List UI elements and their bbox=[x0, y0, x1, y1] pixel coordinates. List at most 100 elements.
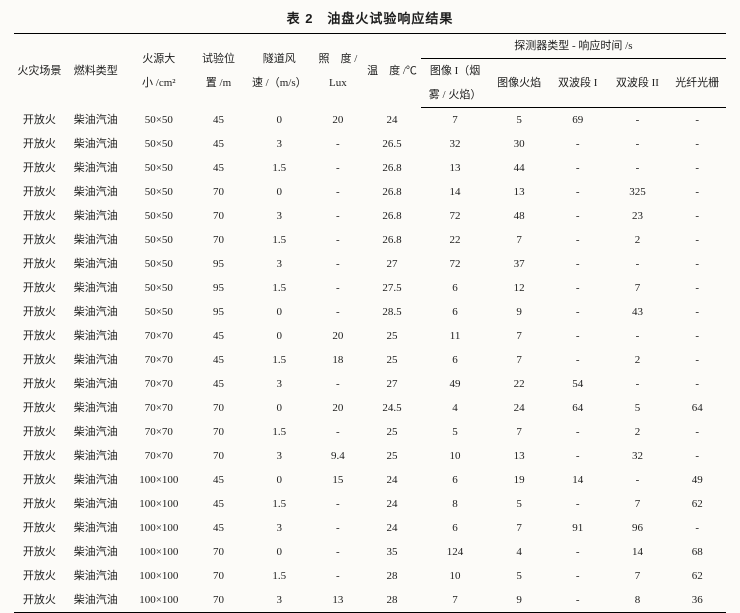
cell-scene: 开放火 bbox=[14, 468, 65, 492]
cell-size: 100×100 bbox=[127, 516, 191, 540]
cell-size: 50×50 bbox=[127, 132, 191, 156]
cell-d2: 4 bbox=[489, 540, 549, 564]
cell-d3: 54 bbox=[549, 372, 606, 396]
cell-fuel: 柴油汽油 bbox=[65, 444, 127, 468]
cell-scene: 开放火 bbox=[14, 132, 65, 156]
cell-d3: - bbox=[549, 564, 606, 588]
cell-d1: 6 bbox=[421, 468, 490, 492]
cell-d2: 9 bbox=[489, 588, 549, 613]
th-d3: 双波段 I bbox=[549, 59, 606, 108]
cell-d4: 2 bbox=[606, 228, 668, 252]
cell-d4: 96 bbox=[606, 516, 668, 540]
cell-size: 50×50 bbox=[127, 156, 191, 180]
cell-d5: - bbox=[668, 372, 726, 396]
cell-wind: 3 bbox=[246, 588, 312, 613]
cell-size: 70×70 bbox=[127, 324, 191, 348]
th-d1-l2: 雾 / 火焰） bbox=[429, 89, 482, 101]
cell-scene: 开放火 bbox=[14, 396, 65, 420]
table-row: 开放火柴油汽油70×70701.5-2557-2- bbox=[14, 420, 726, 444]
cell-d4: 14 bbox=[606, 540, 668, 564]
cell-temp: 27 bbox=[363, 252, 420, 276]
th-d1: 图像 I（烟 雾 / 火焰） bbox=[421, 59, 490, 108]
cell-size: 50×50 bbox=[127, 252, 191, 276]
cell-lux: - bbox=[312, 300, 363, 324]
cell-lux: - bbox=[312, 540, 363, 564]
cell-d3: - bbox=[549, 132, 606, 156]
cell-wind: 1.5 bbox=[246, 156, 312, 180]
cell-scene: 开放火 bbox=[14, 372, 65, 396]
cell-d1: 7 bbox=[421, 108, 490, 133]
cell-d1: 7 bbox=[421, 588, 490, 613]
th-detector-group: 探测器类型 - 响应时间 /s bbox=[421, 34, 726, 59]
cell-size: 50×50 bbox=[127, 300, 191, 324]
cell-temp: 25 bbox=[363, 420, 420, 444]
cell-pos: 70 bbox=[191, 540, 246, 564]
cell-d4: 7 bbox=[606, 276, 668, 300]
cell-wind: 0 bbox=[246, 300, 312, 324]
table-row: 开放火柴油汽油100×100703132879-836 bbox=[14, 588, 726, 613]
cell-d2: 22 bbox=[489, 372, 549, 396]
cell-d2: 30 bbox=[489, 132, 549, 156]
cell-temp: 24 bbox=[363, 468, 420, 492]
cell-pos: 45 bbox=[191, 492, 246, 516]
cell-d1: 6 bbox=[421, 348, 490, 372]
cell-temp: 35 bbox=[363, 540, 420, 564]
cell-d5: 49 bbox=[668, 468, 726, 492]
cell-size: 70×70 bbox=[127, 420, 191, 444]
cell-fuel: 柴油汽油 bbox=[65, 588, 127, 613]
cell-scene: 开放火 bbox=[14, 156, 65, 180]
cell-pos: 70 bbox=[191, 588, 246, 613]
cell-scene: 开放火 bbox=[14, 348, 65, 372]
table-row: 开放火柴油汽油50×50451.5-26.81344--- bbox=[14, 156, 726, 180]
cell-temp: 27 bbox=[363, 372, 420, 396]
cell-d2: 7 bbox=[489, 420, 549, 444]
cell-size: 100×100 bbox=[127, 588, 191, 613]
cell-d5: 68 bbox=[668, 540, 726, 564]
cell-d2: 7 bbox=[489, 516, 549, 540]
th-wind: 隧道风 速 /（m/s） bbox=[246, 34, 312, 108]
cell-d4: - bbox=[606, 108, 668, 133]
table-row: 开放火柴油汽油100×100453-24679196- bbox=[14, 516, 726, 540]
th-d2: 图像火焰 bbox=[489, 59, 549, 108]
cell-d4: - bbox=[606, 324, 668, 348]
table-row: 开放火柴油汽油70×70451.5182567-2- bbox=[14, 348, 726, 372]
cell-fuel: 柴油汽油 bbox=[65, 348, 127, 372]
cell-size: 100×100 bbox=[127, 564, 191, 588]
cell-fuel: 柴油汽油 bbox=[65, 108, 127, 133]
cell-size: 70×70 bbox=[127, 348, 191, 372]
cell-size: 50×50 bbox=[127, 180, 191, 204]
cell-d3: - bbox=[549, 420, 606, 444]
table-row: 开放火柴油汽油50×50701.5-26.8227-2- bbox=[14, 228, 726, 252]
cell-d4: - bbox=[606, 156, 668, 180]
cell-pos: 45 bbox=[191, 324, 246, 348]
cell-d2: 5 bbox=[489, 564, 549, 588]
cell-fuel: 柴油汽油 bbox=[65, 180, 127, 204]
cell-scene: 开放火 bbox=[14, 252, 65, 276]
cell-fuel: 柴油汽油 bbox=[65, 492, 127, 516]
table-row: 开放火柴油汽油50×50453-26.53230--- bbox=[14, 132, 726, 156]
cell-wind: 3 bbox=[246, 252, 312, 276]
cell-d2: 24 bbox=[489, 396, 549, 420]
table-row: 开放火柴油汽油50×50700-26.81413-325- bbox=[14, 180, 726, 204]
th-d5: 光纤光栅 bbox=[668, 59, 726, 108]
cell-temp: 28 bbox=[363, 588, 420, 613]
table-row: 开放火柴油汽油100×100450152461914-49 bbox=[14, 468, 726, 492]
cell-d1: 124 bbox=[421, 540, 490, 564]
cell-d4: 7 bbox=[606, 492, 668, 516]
th-temp: 温 度 /℃ bbox=[363, 34, 420, 108]
cell-d4: 43 bbox=[606, 300, 668, 324]
th-scene: 火灾场景 bbox=[14, 34, 65, 108]
cell-fuel: 柴油汽油 bbox=[65, 252, 127, 276]
cell-wind: 1.5 bbox=[246, 492, 312, 516]
cell-pos: 45 bbox=[191, 468, 246, 492]
cell-lux: 9.4 bbox=[312, 444, 363, 468]
cell-d2: 7 bbox=[489, 324, 549, 348]
cell-d3: - bbox=[549, 588, 606, 613]
cell-d5: - bbox=[668, 300, 726, 324]
cell-d3: - bbox=[549, 276, 606, 300]
cell-d1: 8 bbox=[421, 492, 490, 516]
cell-d4: - bbox=[606, 468, 668, 492]
cell-temp: 28.5 bbox=[363, 300, 420, 324]
cell-lux: 18 bbox=[312, 348, 363, 372]
th-size-l1: 火源大 bbox=[142, 53, 175, 65]
